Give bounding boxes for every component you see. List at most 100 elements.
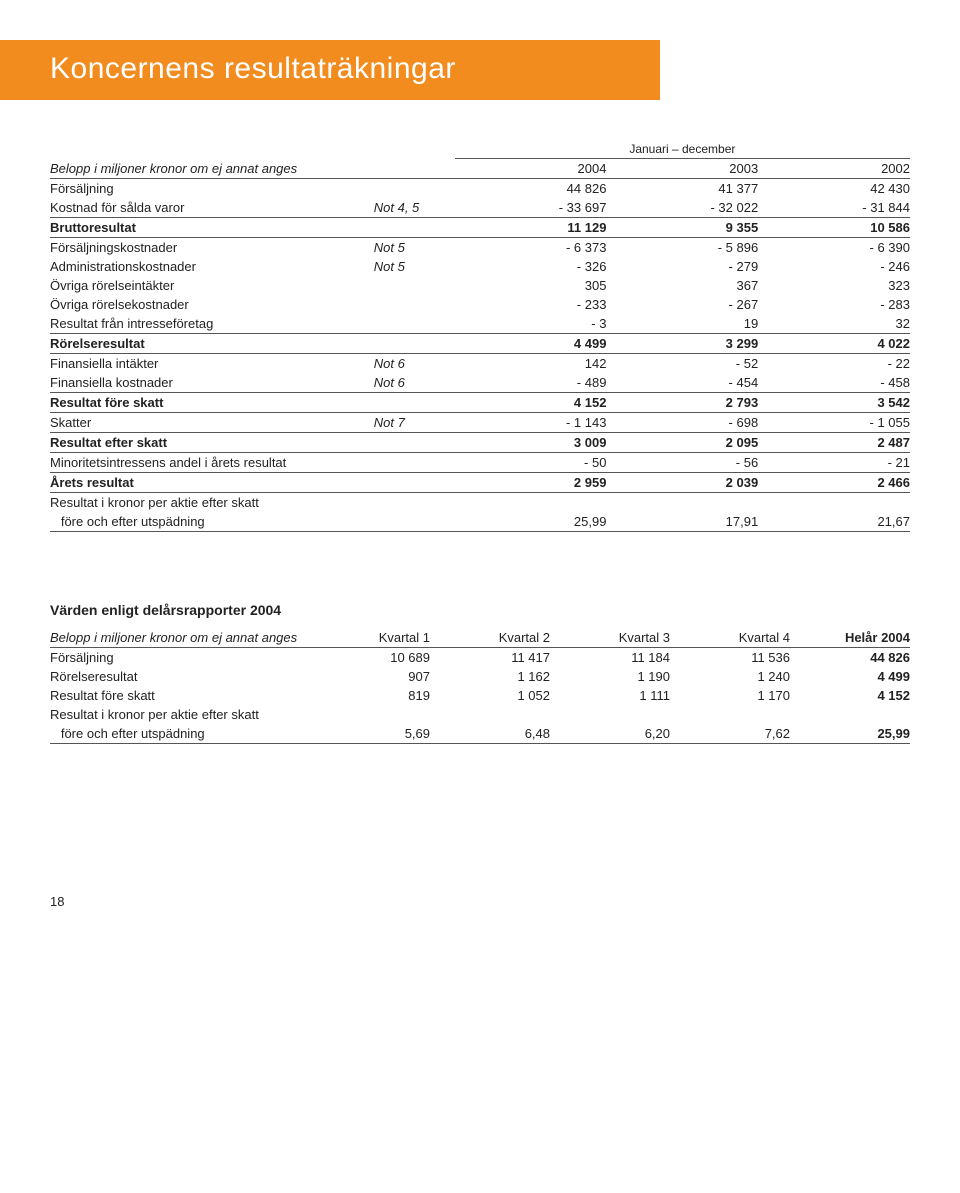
- row-value: - 326: [455, 257, 607, 276]
- q-row-label: Försäljning: [50, 648, 310, 668]
- q-row-value: 4 152: [790, 686, 910, 705]
- row-label: Resultat före skatt: [50, 393, 374, 413]
- row-value: - 233: [455, 295, 607, 314]
- page-title: Koncernens resultaträkningar: [50, 52, 610, 86]
- q-row-value: 1 162: [430, 667, 550, 686]
- row-value: - 50: [455, 453, 607, 473]
- row-label: Årets resultat: [50, 473, 374, 493]
- row-value: 2 487: [758, 433, 910, 453]
- q-row-label: före och efter utspädning: [50, 724, 310, 744]
- row-value: - 489: [455, 373, 607, 393]
- quarter-header: Kvartal 3: [550, 628, 670, 648]
- year-header: 2003: [606, 159, 758, 179]
- row-value: 305: [455, 276, 607, 295]
- row-value: - 31 844: [758, 198, 910, 218]
- q-row-value: 11 184: [550, 648, 670, 668]
- q-row-value: 819: [310, 686, 430, 705]
- q-row-value: 1 190: [550, 667, 670, 686]
- q-row-label: Rörelseresultat: [50, 667, 310, 686]
- row-note: [374, 393, 455, 413]
- quarter-header: Kvartal 1: [310, 628, 430, 648]
- row-value: - 52: [606, 354, 758, 374]
- row-value: - 267: [606, 295, 758, 314]
- row-note: [374, 276, 455, 295]
- row-value: - 1 143: [455, 413, 607, 433]
- year-header: 2002: [758, 159, 910, 179]
- quarterly-title: Värden enligt delårsrapporter 2004: [50, 602, 910, 628]
- row-value: 4 022: [758, 334, 910, 354]
- row-label: Resultat efter skatt: [50, 433, 374, 453]
- q-row-value: 4 499: [790, 667, 910, 686]
- row-value: - 22: [758, 354, 910, 374]
- q-row-label: Resultat i kronor per aktie efter skatt: [50, 705, 310, 724]
- row-value: - 698: [606, 413, 758, 433]
- row-note: [374, 473, 455, 493]
- q-row-value: [310, 705, 430, 724]
- row-note: [374, 493, 455, 513]
- row-value: 11 129: [455, 218, 607, 238]
- row-note: [374, 334, 455, 354]
- row-value: - 454: [606, 373, 758, 393]
- row-note: Not 4, 5: [374, 198, 455, 218]
- row-value: 2 039: [606, 473, 758, 493]
- row-label: Minoritetsintressens andel i årets resul…: [50, 453, 374, 473]
- row-value: 2 466: [758, 473, 910, 493]
- q-row-label: Resultat före skatt: [50, 686, 310, 705]
- row-label: Försäljningskostnader: [50, 238, 374, 258]
- q-row-value: 1 052: [430, 686, 550, 705]
- q-row-value: [790, 705, 910, 724]
- q-row-value: 907: [310, 667, 430, 686]
- row-value: - 458: [758, 373, 910, 393]
- quarterly-caption: Belopp i miljoner kronor om ej annat ang…: [50, 628, 310, 648]
- row-value: 19: [606, 314, 758, 334]
- q-row-value: 7,62: [670, 724, 790, 744]
- q-row-value: [430, 705, 550, 724]
- row-label: före och efter utspädning: [50, 512, 374, 532]
- row-value: - 6 390: [758, 238, 910, 258]
- row-value: 3 299: [606, 334, 758, 354]
- q-row-value: 11 536: [670, 648, 790, 668]
- row-note: [374, 433, 455, 453]
- row-value: 4 152: [455, 393, 607, 413]
- row-label: Skatter: [50, 413, 374, 433]
- row-label: Finansiella intäkter: [50, 354, 374, 374]
- row-value: 4 499: [455, 334, 607, 354]
- row-value: 10 586: [758, 218, 910, 238]
- row-value: - 56: [606, 453, 758, 473]
- row-value: [455, 493, 607, 513]
- q-row-value: 6,20: [550, 724, 670, 744]
- q-row-value: 10 689: [310, 648, 430, 668]
- row-value: - 6 373: [455, 238, 607, 258]
- q-row-value: 5,69: [310, 724, 430, 744]
- q-row-value: [550, 705, 670, 724]
- row-value: 2 959: [455, 473, 607, 493]
- q-row-value: 11 417: [430, 648, 550, 668]
- row-value: 17,91: [606, 512, 758, 532]
- row-value: - 279: [606, 257, 758, 276]
- q-row-value: 25,99: [790, 724, 910, 744]
- row-label: Kostnad för sålda varor: [50, 198, 374, 218]
- row-value: - 5 896: [606, 238, 758, 258]
- row-value: 142: [455, 354, 607, 374]
- row-note: Not 5: [374, 238, 455, 258]
- row-value: 42 430: [758, 179, 910, 199]
- q-row-value: 6,48: [430, 724, 550, 744]
- row-label: Resultat från intresseföretag: [50, 314, 374, 334]
- row-note: [374, 179, 455, 199]
- row-label: Rörelseresultat: [50, 334, 374, 354]
- row-value: 3 542: [758, 393, 910, 413]
- row-label: Finansiella kostnader: [50, 373, 374, 393]
- quarterly-table: Belopp i miljoner kronor om ej annat ang…: [50, 628, 910, 744]
- row-value: - 3: [455, 314, 607, 334]
- quarter-header: Kvartal 4: [670, 628, 790, 648]
- row-value: 25,99: [455, 512, 607, 532]
- row-note: Not 6: [374, 373, 455, 393]
- row-value: - 246: [758, 257, 910, 276]
- row-value: - 1 055: [758, 413, 910, 433]
- year-header: 2004: [455, 159, 607, 179]
- row-value: 323: [758, 276, 910, 295]
- row-note: [374, 295, 455, 314]
- q-row-value: 1 111: [550, 686, 670, 705]
- row-value: 41 377: [606, 179, 758, 199]
- row-label: Bruttoresultat: [50, 218, 374, 238]
